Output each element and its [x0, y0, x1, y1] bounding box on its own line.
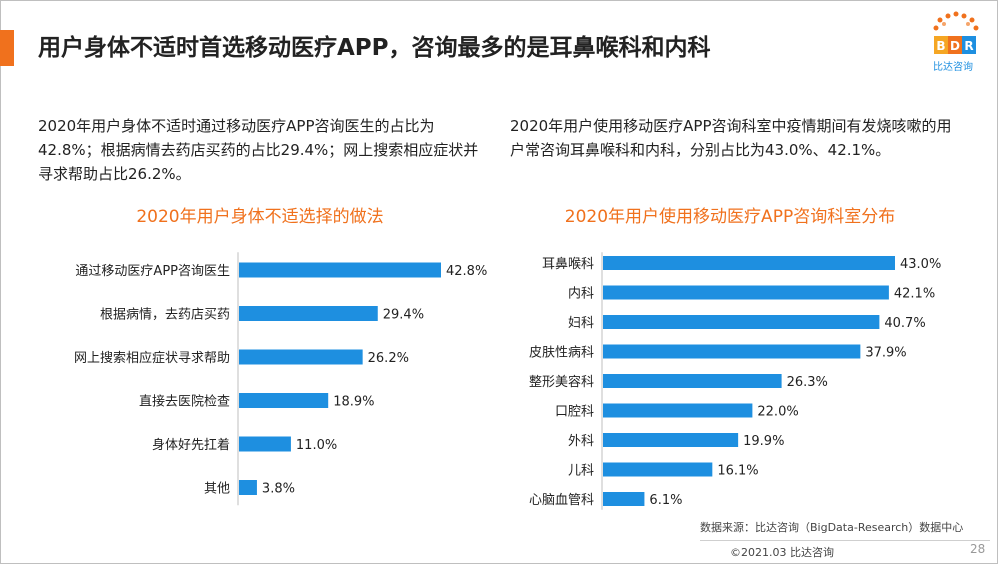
- logo-letter-b: B: [936, 39, 945, 53]
- chart-0-category-label: 身体好先扛着: [152, 437, 230, 453]
- chart-0-bar: [239, 349, 363, 365]
- chart-1-data-label: 16.1%: [717, 464, 758, 479]
- chart-1-bar: [603, 433, 739, 447]
- logo-letter-r: R: [964, 39, 973, 53]
- chart-0-category-label: 通过移动医疗APP咨询医生: [75, 264, 230, 279]
- chart-0-data-label: 3.8%: [262, 482, 295, 497]
- chart-0-category-label: 直接去医院检查: [139, 394, 230, 410]
- chart-1-data-label: 22.0%: [757, 405, 798, 420]
- chart-1-category-label: 心脑血管科: [529, 493, 594, 508]
- chart-1-bar: [603, 462, 713, 477]
- chart-0-data-label: 42.8%: [446, 264, 487, 279]
- page-number: 28: [970, 542, 986, 556]
- left-summary-paragraph: 2020年用户身体不适时通过移动医疗APP咨询医生的占比为42.8%；根据病情去…: [38, 117, 479, 183]
- chart-1-data-label: 19.9%: [743, 434, 784, 449]
- logo-dots: [933, 11, 979, 31]
- chart-1-category-label: 耳鼻喉科: [542, 256, 594, 272]
- left-chart-title: 2020年用户身体不适选择的做法: [136, 207, 384, 227]
- chart-1-bar: [603, 374, 782, 388]
- chart-0-bar: [239, 306, 378, 321]
- footer-divider: [700, 540, 990, 541]
- chart-0-bar: [239, 480, 257, 495]
- data-source-note: 数据来源：比达咨询（BigData-Research）数据中心: [700, 521, 964, 534]
- chart-0-category-label: 网上搜索相应症状寻求帮助: [74, 350, 230, 366]
- chart-0-data-label: 18.9%: [333, 395, 374, 410]
- chart-0-bar: [239, 436, 291, 452]
- chart-0-bar: [239, 262, 441, 278]
- chart-1-bar: [603, 315, 880, 329]
- chart-0-data-label: 11.0%: [296, 438, 337, 453]
- bdr-logo-icon: B D R: [933, 11, 979, 54]
- chart-0-category-label: 其他: [204, 482, 230, 497]
- chart-0-category-label: 根据病情，去药店买药: [100, 308, 230, 323]
- chart-1-bar: [603, 344, 861, 359]
- chart-1-bar: [603, 403, 753, 418]
- chart-0-bar: [239, 393, 329, 408]
- chart-1-category-label: 皮肤性病科: [529, 346, 594, 361]
- copyright-text: ©2021.03 比达咨询: [730, 546, 834, 559]
- page-title: 用户身体不适时首选移动医疗APP，咨询最多的是耳鼻喉科和内科: [38, 35, 711, 61]
- chart-1-data-label: 37.9%: [865, 346, 906, 361]
- chart-0-data-label: 29.4%: [383, 308, 424, 323]
- chart-1-category-label: 口腔科: [555, 405, 594, 420]
- chart-1-category-label: 整形美容科: [529, 374, 594, 390]
- chart-1-category-label: 儿科: [568, 464, 594, 479]
- logo-caption: 比达咨询: [933, 62, 973, 73]
- chart-1-data-label: 43.0%: [900, 257, 941, 272]
- right-summary-paragraph: 2020年用户使用移动医疗APP咨询科室中疫情期间有发烧咳嗽的用户常咨询耳鼻喉科…: [510, 117, 952, 159]
- chart-1-category-label: 内科: [568, 286, 594, 302]
- chart-1-category-label: 外科: [568, 434, 594, 449]
- chart-1-category-label: 妇科: [568, 315, 594, 331]
- title-accent-bar: [0, 30, 14, 66]
- chart-1-data-label: 26.3%: [787, 375, 828, 390]
- right-chart-title: 2020年用户使用移动医疗APP咨询科室分布: [564, 207, 896, 227]
- chart-1-data-label: 42.1%: [894, 287, 935, 302]
- chart-1-bar: [603, 285, 889, 300]
- chart-1-bar: [603, 492, 645, 506]
- chart-0-data-label: 26.2%: [368, 351, 409, 366]
- chart-1-bar: [603, 256, 895, 270]
- logo-letter-d: D: [950, 39, 960, 53]
- chart-1-data-label: 40.7%: [884, 316, 925, 331]
- chart-1-data-label: 6.1%: [649, 493, 682, 508]
